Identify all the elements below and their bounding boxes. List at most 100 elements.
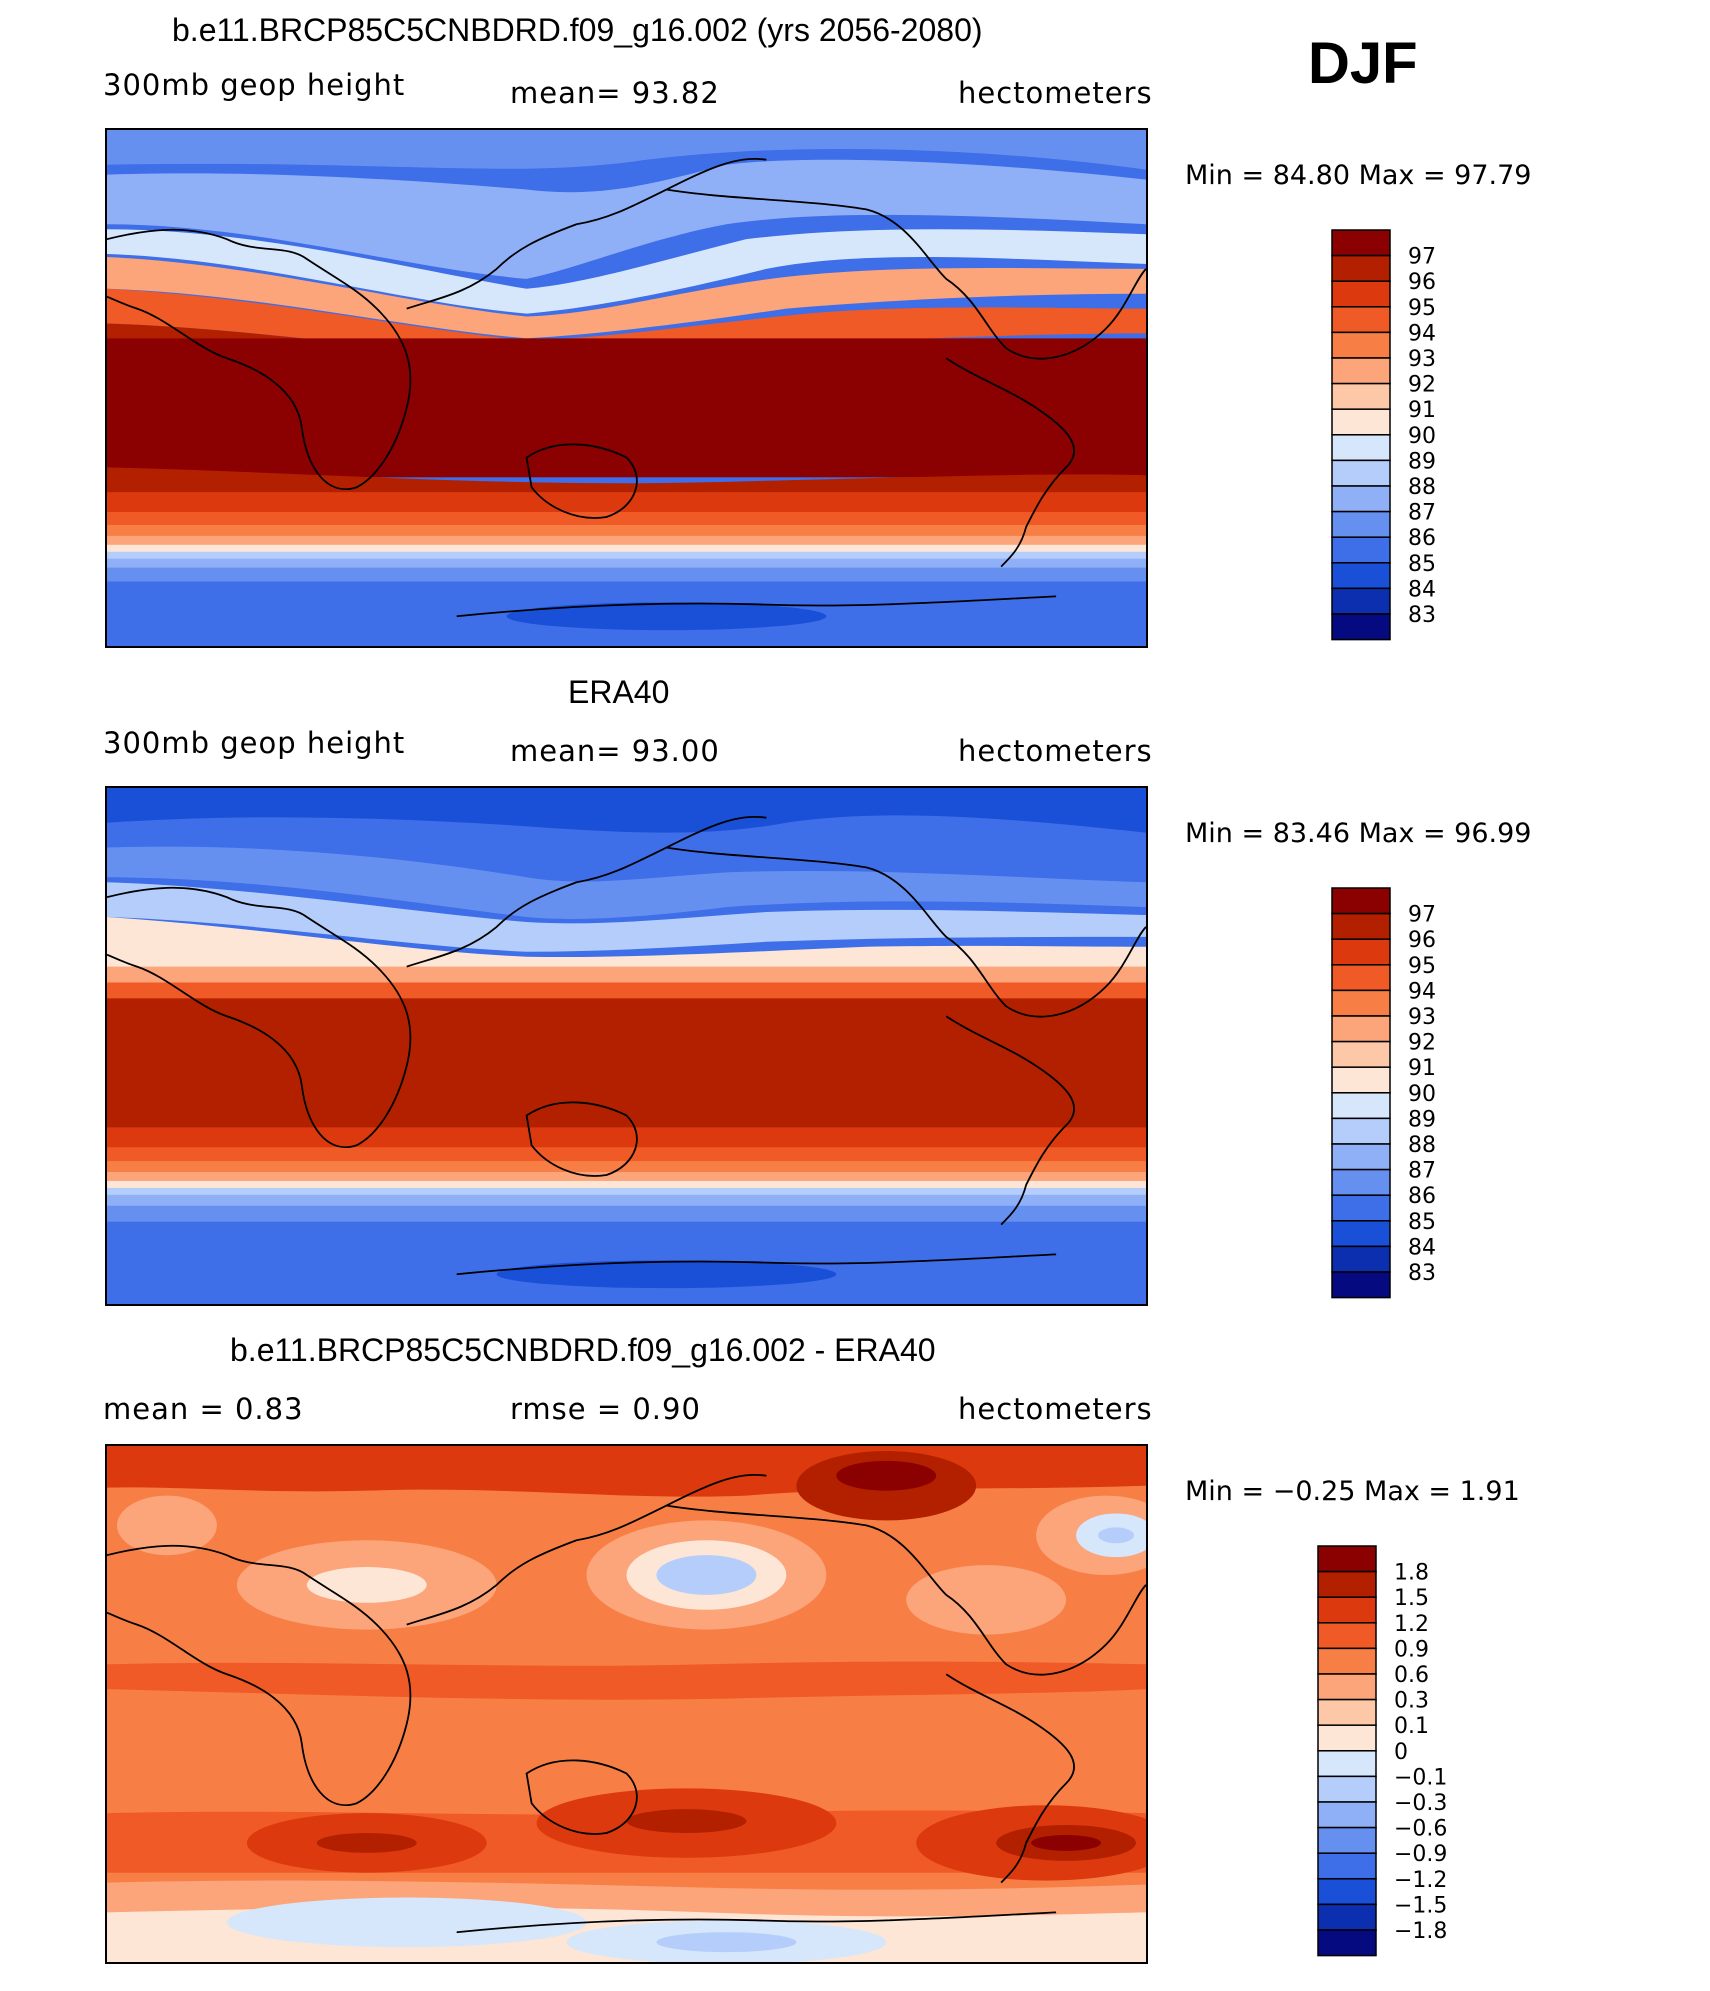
- panel-1-colorbar-tick-label: 86: [1408, 526, 1436, 551]
- panel-3-colorbar-tick-label: 0.6: [1394, 1663, 1429, 1688]
- panel-3-colorbar-tick-label: 0.3: [1394, 1689, 1429, 1714]
- panel-2-colorbar-swatch: [1331, 1194, 1391, 1222]
- panel-2-colorbar-swatch: [1331, 1117, 1391, 1145]
- panel-1-colorbar-swatch: [1331, 306, 1391, 334]
- panel-3-colorbar-swatch: [1317, 1647, 1377, 1675]
- panel-2-colorbar-swatch: [1331, 1220, 1391, 1248]
- panel-2-colorbar-swatch: [1331, 1245, 1391, 1273]
- panel-1-colorbar-tick-label: 95: [1408, 296, 1436, 321]
- panel-1-colorbar-swatch: [1331, 562, 1391, 590]
- panel-1-colorbar-tick-label: 85: [1408, 552, 1436, 577]
- panel-2-colorbar-swatch: [1331, 964, 1391, 992]
- panel-2-colorbar-tick-label: 87: [1408, 1159, 1436, 1184]
- panel-3-colorbar-tick-label: −1.2: [1394, 1868, 1447, 1893]
- panel-1-colorbar-tick-label: 92: [1408, 373, 1436, 398]
- panel-3-colorbar-swatch: [1317, 1852, 1377, 1880]
- panel-1-colorbar-swatch: [1331, 613, 1391, 641]
- panel-3-colorbar-tick-label: 1.5: [1394, 1586, 1429, 1611]
- panel-2-colorbar-tick-label: 97: [1408, 903, 1436, 928]
- panel-3-map: [105, 1444, 1148, 1964]
- panel-3-colorbar-tick-label: 0.1: [1394, 1714, 1429, 1739]
- panel-2-colorbar-tick-label: 88: [1408, 1133, 1436, 1158]
- panel-3-colorbar-tick-label: 0: [1394, 1740, 1408, 1765]
- season-label: DJF: [1308, 31, 1418, 96]
- panel-1-colorbar-tick-label: 90: [1408, 424, 1436, 449]
- panel-3-mean-label: mean = 0.83: [103, 1392, 304, 1426]
- panel-3-colorbar-swatch: [1317, 1826, 1377, 1854]
- panel-2-colorbar-tick-label: 94: [1408, 979, 1436, 1004]
- panel-1-map: [105, 128, 1148, 648]
- panel-2-colorbar-swatch: [1331, 1143, 1391, 1171]
- panel-1-minmax: Min = 84.80 Max = 97.79: [1185, 160, 1532, 191]
- panel-3-colorbar-tick-label: −0.6: [1394, 1817, 1447, 1842]
- panel-2-units-label: hectometers: [958, 734, 1153, 768]
- panel-1-colorbar-swatch: [1331, 485, 1391, 513]
- panel-2-colorbar-swatch: [1331, 912, 1391, 940]
- panel-2-colorbar: 97 96 95 94 93 92 91 90 89 88 87 86 85 84 83: [1330, 886, 1470, 1299]
- panel-1-units-label: hectometers: [958, 76, 1153, 110]
- panel-1-colorbar-swatch: [1331, 587, 1391, 615]
- panel-2-colorbar-swatch: [1331, 1066, 1391, 1094]
- panel-3-colorbar-swatch: [1317, 1596, 1377, 1624]
- panel-1-colorbar-swatch: [1331, 331, 1391, 359]
- panel-3-colorbar-swatch: [1317, 1673, 1377, 1701]
- panel-1-colorbar-swatch: [1331, 459, 1391, 487]
- panel-3-colorbar-tick-label: −0.9: [1394, 1842, 1447, 1867]
- panel-1-colorbar-swatch: [1331, 434, 1391, 462]
- panel-3-colorbar-swatch: [1317, 1698, 1377, 1726]
- panel-2-colorbar-swatch: [1331, 989, 1391, 1017]
- panel-3-colorbar-tick-label: −0.1: [1394, 1765, 1447, 1790]
- panel-3-colorbar-swatch: [1317, 1570, 1377, 1598]
- panel-3-colorbar-swatch: [1317, 1929, 1377, 1957]
- panel-3-minmax: Min = −0.25 Max = 1.91: [1185, 1476, 1520, 1507]
- panel-3-colorbar: 1.8 1.5 1.2 0.9 0.6 0.3 0.1 0 −0.1 −0.3 −0.6 −0.9 −1…: [1316, 1544, 1476, 1957]
- panel-2-colorbar-swatch: [1331, 1015, 1391, 1043]
- panel-1-colorbar: 97 96 95 94 93 92 91 90 89 88 87 86 85 84 83: [1330, 228, 1470, 641]
- panel-3-colorbar-tick-label: −0.3: [1394, 1791, 1447, 1816]
- panel-1-colorbar-tick-label: 88: [1408, 475, 1436, 500]
- panel-3-colorbar-swatch: [1317, 1750, 1377, 1778]
- panel-3-colorbar-tick-label: 0.9: [1394, 1637, 1429, 1662]
- panel-1-mean-label: mean= 93.82: [510, 76, 720, 110]
- panel-2-colorbar-swatch: [1331, 938, 1391, 966]
- panel-2-colorbar-swatch: [1331, 1092, 1391, 1120]
- panel-3-colorbar-tick-label: −1.5: [1394, 1893, 1447, 1918]
- panel-2-colorbar-swatch: [1331, 887, 1391, 915]
- panel-2-colorbar-tick-label: 92: [1408, 1031, 1436, 1056]
- panel-3-title: b.e11.BRCP85C5CNBDRD.f09_g16.002 - ERA40: [230, 1332, 936, 1368]
- panel-1-colorbar-tick-label: 93: [1408, 347, 1436, 372]
- panel-3-rmse-label: rmse = 0.90: [510, 1392, 701, 1426]
- panel-2-colorbar-tick-label: 95: [1408, 954, 1436, 979]
- panel-1-colorbar-swatch: [1331, 382, 1391, 410]
- panel-2-colorbar-tick-label: 83: [1408, 1261, 1436, 1286]
- panel-2-colorbar-tick-label: 86: [1408, 1184, 1436, 1209]
- panel-2-colorbar-tick-label: 90: [1408, 1082, 1436, 1107]
- panel-3-colorbar-tick-label: 1.2: [1394, 1612, 1429, 1637]
- panel-1-colorbar-swatch: [1331, 357, 1391, 385]
- panel-3-colorbar-swatch: [1317, 1903, 1377, 1931]
- panel-1-colorbar-swatch: [1331, 536, 1391, 564]
- panel-1-colorbar-swatch: [1331, 280, 1391, 308]
- panel-1-colorbar-swatch: [1331, 254, 1391, 282]
- panel-3-colorbar-tick-label: −1.8: [1394, 1919, 1447, 1944]
- panel-1-colorbar-tick-label: 94: [1408, 321, 1436, 346]
- panel-1-colorbar-tick-label: 96: [1408, 270, 1436, 295]
- panel-1-colorbar-tick-label: 84: [1408, 577, 1436, 602]
- panel-3-colorbar-swatch: [1317, 1545, 1377, 1573]
- panel-3-colorbar-swatch: [1317, 1775, 1377, 1803]
- panel-2-map: [105, 786, 1148, 1306]
- panel-2-colorbar-swatch: [1331, 1168, 1391, 1196]
- panel-1-title: b.e11.BRCP85C5CNBDRD.f09_g16.002 (yrs 20…: [172, 12, 983, 48]
- panel-2-colorbar-swatch: [1331, 1271, 1391, 1299]
- panel-3-colorbar-swatch: [1317, 1622, 1377, 1650]
- panel-1-colorbar-tick-label: 89: [1408, 449, 1436, 474]
- panel-3-colorbar-swatch: [1317, 1724, 1377, 1752]
- panel-1-colorbar-tick-label: 83: [1408, 603, 1436, 628]
- panel-2-colorbar-tick-label: 93: [1408, 1005, 1436, 1030]
- panel-2-title: ERA40: [568, 674, 670, 710]
- panel-1-colorbar-tick-label: 91: [1408, 398, 1436, 423]
- panel-2-colorbar-swatch: [1331, 1040, 1391, 1068]
- panel-3-units-label: hectometers: [958, 1392, 1153, 1426]
- panel-3-colorbar-tick-label: 1.8: [1394, 1561, 1429, 1586]
- panel-1-colorbar-tick-label: 97: [1408, 245, 1436, 270]
